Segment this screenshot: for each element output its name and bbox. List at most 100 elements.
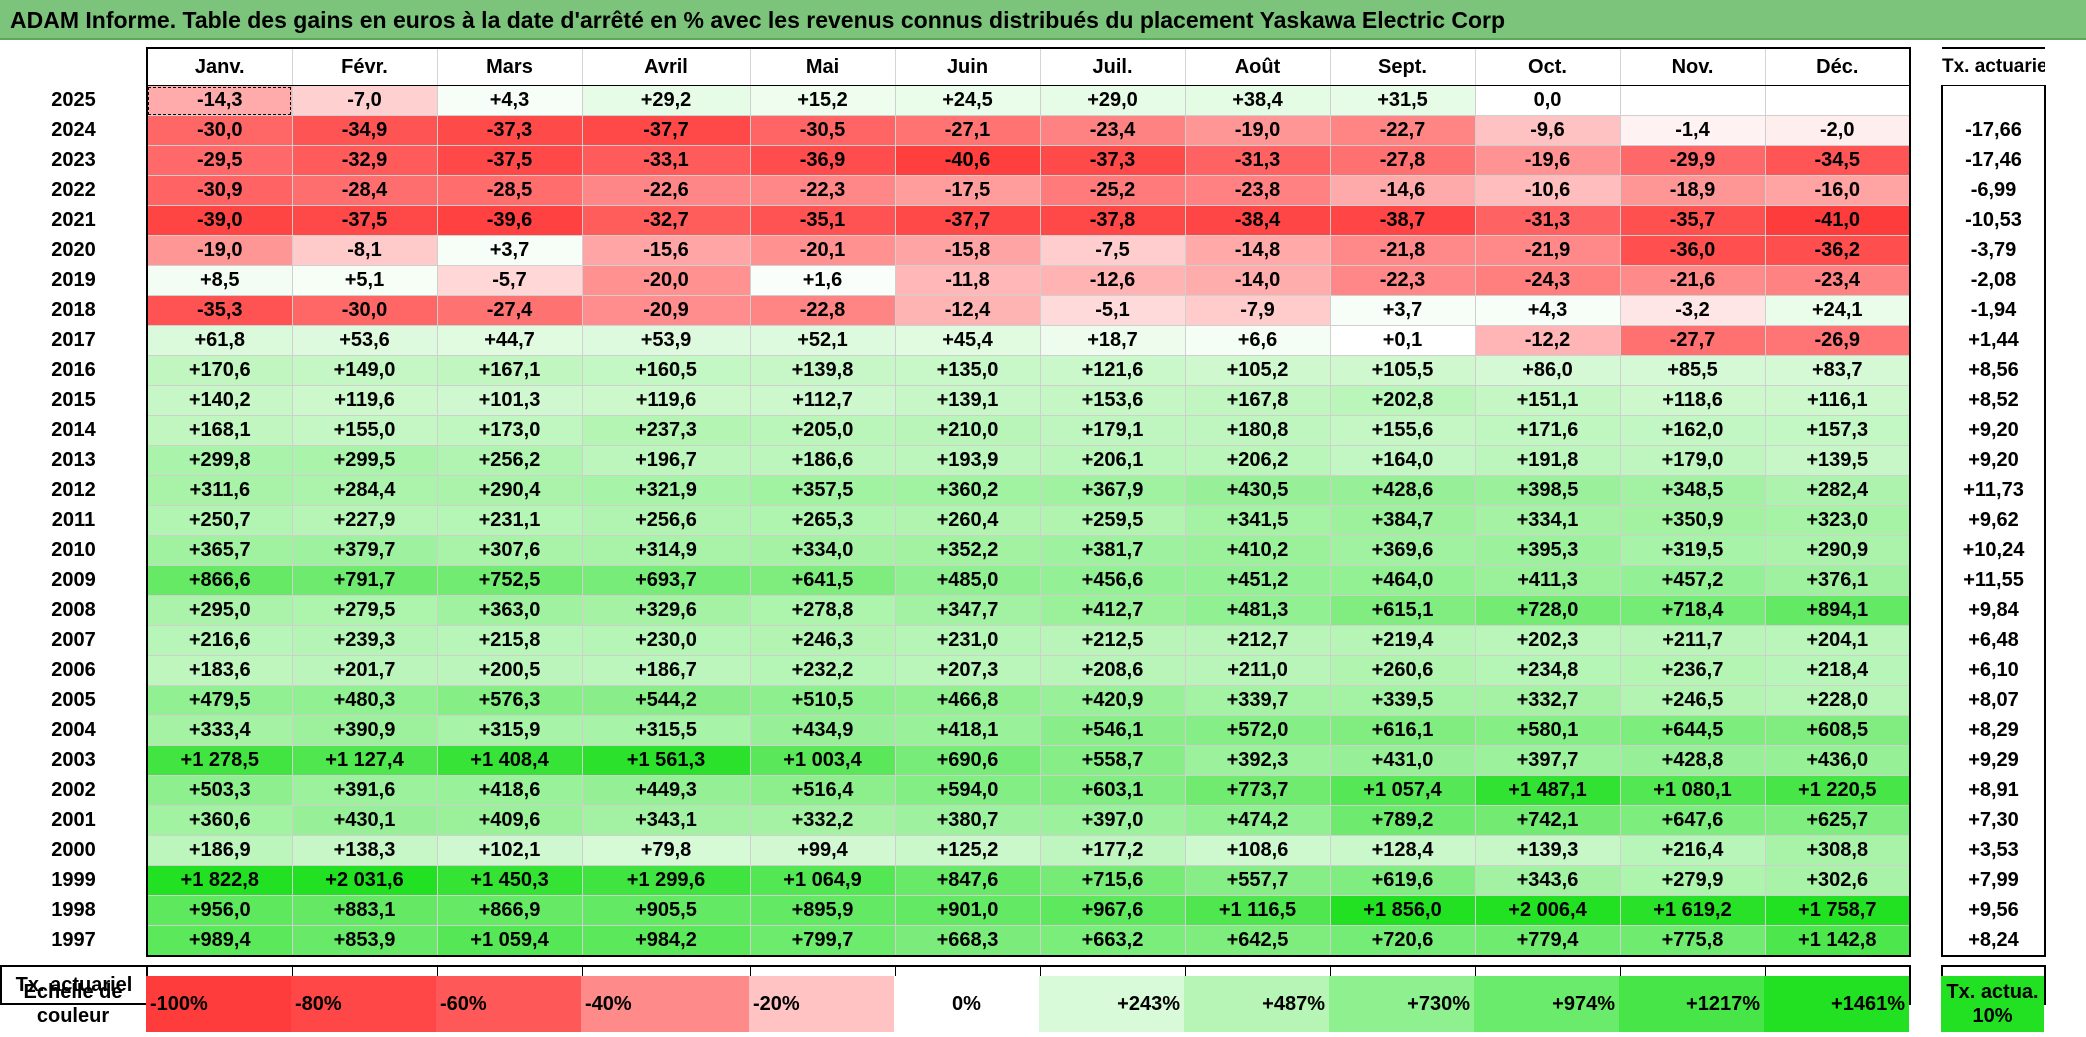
rate-cell: +9,62 (1941, 505, 2046, 536)
column-gap (1910, 805, 1942, 836)
gain-cell: +53,6 (291, 325, 437, 356)
gain-cell: +1 822,8 (146, 865, 292, 896)
gain-cell: -37,7 (581, 115, 750, 146)
year-label: 2012 (1, 475, 147, 506)
scale-swatch: +487% (1184, 976, 1329, 1032)
gain-cell: +173,0 (436, 415, 582, 446)
gain-cell: +430,1 (291, 805, 437, 836)
rate-cell: +8,07 (1941, 685, 2046, 716)
header-row: Janv. Févr. Mars Avril Mai Juin Juil. Août Sept.… (1, 47, 2045, 86)
gain-cell: +52,1 (749, 325, 895, 356)
gain-cell: +250,7 (146, 505, 292, 536)
gain-cell: +212,5 (1039, 625, 1185, 656)
gain-cell: +191,8 (1474, 445, 1620, 476)
gain-cell: +216,6 (146, 625, 292, 656)
gain-cell: +663,2 (1039, 925, 1185, 957)
year-label: 2013 (1, 445, 147, 476)
gain-cell: +208,6 (1039, 655, 1185, 686)
gain-cell (1619, 85, 1765, 116)
rate-cell: -17,66 (1941, 115, 2046, 146)
gain-cell: +321,9 (581, 475, 750, 506)
gain-cell: +121,6 (1039, 355, 1185, 386)
gain-cell: +367,9 (1039, 475, 1185, 506)
gain-cell: +167,8 (1184, 385, 1330, 416)
rate-cell: -10,53 (1941, 205, 2046, 236)
gain-cell: +260,4 (894, 505, 1040, 536)
month-header: Mars (436, 47, 582, 86)
gain-cell: +384,7 (1329, 505, 1475, 536)
gain-cell: +227,9 (291, 505, 437, 536)
table-row: 2023 -29,5 -32,9 -37,5 -33,1 -36,9 -40,6 -37,3-… (1, 145, 2046, 176)
gain-cell: +847,6 (894, 865, 1040, 896)
year-label: 2022 (1, 175, 147, 206)
gain-cell: +210,0 (894, 415, 1040, 446)
gain-cell: +1 856,0 (1329, 895, 1475, 926)
gain-cell: -18,9 (1619, 175, 1765, 206)
gain-cell: +3,7 (436, 235, 582, 266)
gain-cell: -14,0 (1184, 265, 1330, 296)
gain-cell: +38,4 (1184, 85, 1330, 116)
gain-cell: +167,1 (436, 355, 582, 386)
gain-cell: 0,0 (1474, 85, 1620, 116)
gain-cell: -37,7 (894, 205, 1040, 236)
gain-cell: +237,3 (581, 415, 750, 446)
gain-cell: +135,0 (894, 355, 1040, 386)
gain-cell: -27,7 (1619, 325, 1765, 356)
gain-cell: +668,3 (894, 925, 1040, 957)
gain-cell: +1 220,5 (1764, 775, 1911, 806)
gain-cell: +989,4 (146, 925, 292, 957)
gain-cell: -35,1 (749, 205, 895, 236)
year-label: 2009 (1, 565, 147, 596)
gain-cell: +290,4 (436, 475, 582, 506)
gain-cell: -28,4 (291, 175, 437, 206)
gain-cell: +24,5 (894, 85, 1040, 116)
gain-cell: +119,6 (581, 385, 750, 416)
table-row: 2004 +333,4 +390,9 +315,9 +315,5 +434,9 +418,1… (1, 715, 2046, 746)
gain-cell: +1 299,6 (581, 865, 750, 896)
gain-cell: -28,5 (436, 175, 582, 206)
corner-cell (1, 48, 147, 86)
column-gap (1910, 355, 1942, 386)
gain-cell: +616,1 (1329, 715, 1475, 746)
gain-cell: -15,8 (894, 235, 1040, 266)
gain-cell: +332,2 (749, 805, 895, 836)
gain-cell: +480,3 (291, 685, 437, 716)
gain-cell: +6,6 (1184, 325, 1330, 356)
gain-cell: -27,4 (436, 295, 582, 326)
spacer-row (1, 956, 2045, 966)
rate-cell: +8,52 (1941, 385, 2046, 416)
gain-cell: +481,3 (1184, 595, 1330, 626)
table-row: 2021 -39,0 -37,5 -39,6 -32,7 -35,1 -37,7 -37,8-… (1, 205, 2046, 236)
gain-cell: +218,4 (1764, 655, 1911, 686)
gain-cell: +2 031,6 (291, 865, 437, 896)
spacer-cell (1910, 956, 1942, 966)
gain-cell: +18,7 (1039, 325, 1185, 356)
gain-cell: -36,2 (1764, 235, 1911, 266)
gain-cell: +466,8 (894, 685, 1040, 716)
gain-cell: -32,7 (581, 205, 750, 236)
month-header: Déc. (1764, 47, 1911, 86)
gain-cell: +594,0 (894, 775, 1040, 806)
scale-swatch: -60% (436, 976, 581, 1032)
gain-cell: +256,2 (436, 445, 582, 476)
spacer-cell (292, 956, 437, 966)
gain-cell: +690,6 (894, 745, 1040, 776)
gain-cell: -30,0 (146, 115, 292, 146)
gain-cell: +332,7 (1474, 685, 1620, 716)
gain-cell: -15,6 (581, 235, 750, 266)
gain-cell: +193,9 (894, 445, 1040, 476)
table-row: 2012 +311,6 +284,4 +290,4 +321,9 +357,5 +360,2… (1, 475, 2046, 506)
gain-cell: +418,6 (436, 775, 582, 806)
gain-cell: +29,0 (1039, 85, 1185, 116)
gain-cell: +334,1 (1474, 505, 1620, 536)
gain-cell: +315,9 (436, 715, 582, 746)
gain-cell: +8,5 (146, 265, 292, 296)
gain-cell: +2 006,4 (1474, 895, 1620, 926)
gain-cell: +138,3 (291, 835, 437, 866)
gain-cell: +206,2 (1184, 445, 1330, 476)
gain-cell: +151,1 (1474, 385, 1620, 416)
gain-cell: -32,9 (291, 145, 437, 176)
column-gap (1910, 145, 1942, 176)
gain-cell: +546,1 (1039, 715, 1185, 746)
gain-cell: +284,4 (291, 475, 437, 506)
